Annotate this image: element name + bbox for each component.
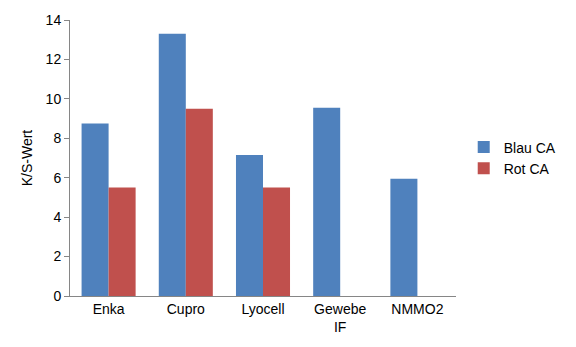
svg-text:8: 8 <box>53 130 61 146</box>
svg-text:6: 6 <box>53 170 61 186</box>
svg-text:Rot CA: Rot CA <box>504 161 550 177</box>
svg-text:Blau CA: Blau CA <box>504 140 556 156</box>
svg-text:GewebeIF: GewebeIF <box>314 301 366 335</box>
svg-text:14: 14 <box>46 12 62 28</box>
svg-text:NMMO2: NMMO2 <box>391 301 443 317</box>
svg-text:Enka: Enka <box>93 301 125 317</box>
svg-text:Lyocell: Lyocell <box>241 301 284 317</box>
svg-text:K/S-Wert: K/S-Wert <box>19 130 35 187</box>
svg-text:0: 0 <box>53 288 61 304</box>
svg-text:10: 10 <box>46 91 62 107</box>
svg-text:Cupro: Cupro <box>167 301 205 317</box>
svg-text:4: 4 <box>53 209 61 225</box>
svg-text:2: 2 <box>53 248 61 264</box>
svg-text:12: 12 <box>46 51 62 67</box>
